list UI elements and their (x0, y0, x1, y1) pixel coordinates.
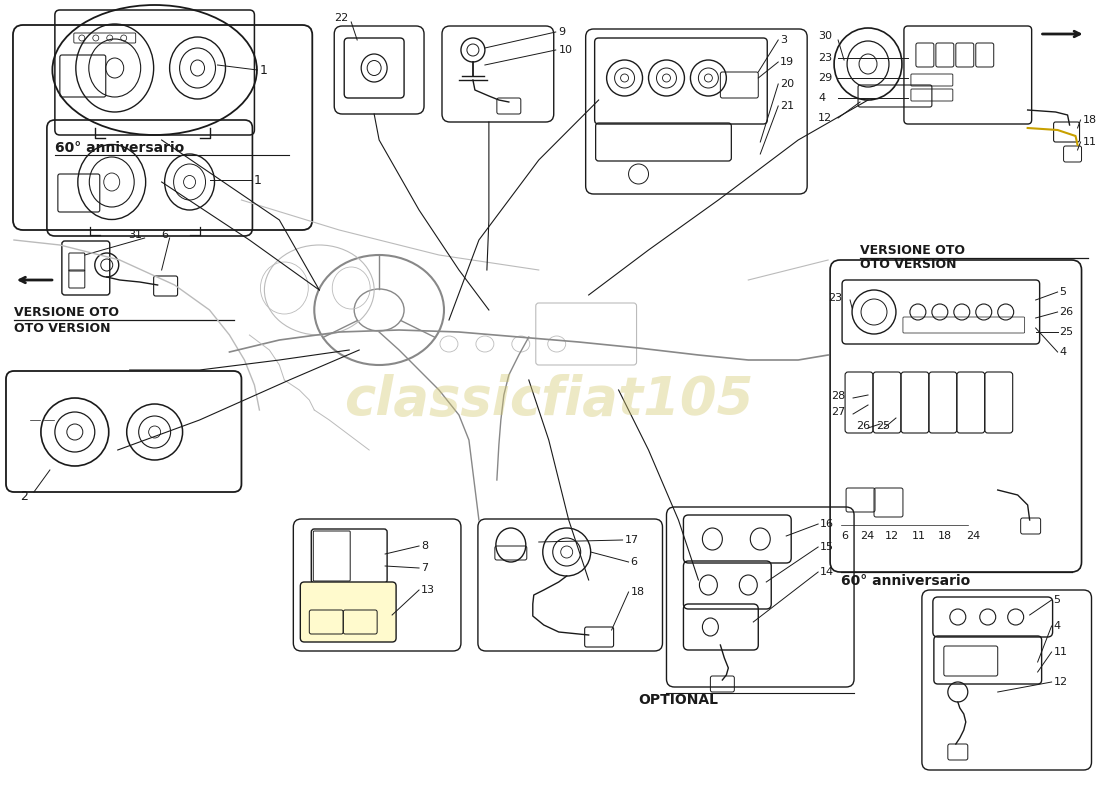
Text: 27: 27 (832, 407, 846, 417)
Text: 25: 25 (1059, 327, 1074, 337)
Text: 21: 21 (780, 101, 794, 111)
FancyBboxPatch shape (300, 582, 396, 642)
Text: 4: 4 (1059, 347, 1067, 357)
Text: 5: 5 (1054, 595, 1060, 605)
Text: 24: 24 (966, 531, 980, 541)
Text: 17: 17 (625, 535, 639, 545)
Text: 2: 2 (20, 490, 28, 502)
Text: 12: 12 (886, 531, 899, 541)
Text: 11: 11 (1054, 647, 1068, 657)
Text: 28: 28 (832, 391, 846, 401)
Text: 23: 23 (818, 53, 833, 63)
Text: OPTIONAL: OPTIONAL (638, 693, 718, 707)
Text: 13: 13 (421, 585, 434, 595)
Text: 11: 11 (1082, 137, 1097, 147)
Text: 9: 9 (559, 27, 565, 37)
Text: classicfiat105: classicfiat105 (344, 374, 754, 426)
Text: 6: 6 (630, 557, 638, 567)
Text: 16: 16 (821, 519, 834, 529)
Text: 6: 6 (162, 230, 168, 240)
Text: 3: 3 (780, 35, 788, 45)
Text: 18: 18 (938, 531, 952, 541)
Text: 60° anniversario: 60° anniversario (842, 574, 970, 588)
Text: 23: 23 (828, 293, 843, 303)
Text: OTO VERSION: OTO VERSION (14, 322, 110, 334)
Text: 20: 20 (780, 79, 794, 89)
Text: 18: 18 (630, 587, 645, 597)
Text: 14: 14 (821, 567, 834, 577)
Text: 4: 4 (818, 93, 825, 103)
Text: 30: 30 (818, 31, 832, 41)
Text: 8: 8 (421, 541, 428, 551)
Text: 26: 26 (1059, 307, 1074, 317)
Text: VERSIONE OTO: VERSIONE OTO (14, 306, 119, 318)
Text: 1: 1 (253, 174, 262, 186)
Text: 31: 31 (128, 230, 142, 240)
Text: 7: 7 (421, 563, 428, 573)
Text: 12: 12 (818, 113, 833, 123)
Text: 22: 22 (334, 13, 349, 23)
Text: 18: 18 (1082, 115, 1097, 125)
Text: 11: 11 (912, 531, 926, 541)
Text: 29: 29 (818, 73, 833, 83)
Text: 5: 5 (1059, 287, 1067, 297)
Text: 19: 19 (780, 57, 794, 67)
Text: 6: 6 (842, 531, 848, 541)
Text: 24: 24 (860, 531, 875, 541)
Text: 4: 4 (1054, 621, 1060, 631)
Text: 25: 25 (876, 421, 890, 431)
Text: 12: 12 (1054, 677, 1068, 687)
Text: 26: 26 (856, 421, 870, 431)
Text: 10: 10 (559, 45, 573, 55)
Text: VERSIONE OTO: VERSIONE OTO (860, 243, 965, 257)
Text: 15: 15 (821, 542, 834, 552)
Text: OTO VERSION: OTO VERSION (860, 258, 957, 271)
Text: 1: 1 (260, 63, 267, 77)
Text: 60° anniversario: 60° anniversario (55, 141, 184, 155)
